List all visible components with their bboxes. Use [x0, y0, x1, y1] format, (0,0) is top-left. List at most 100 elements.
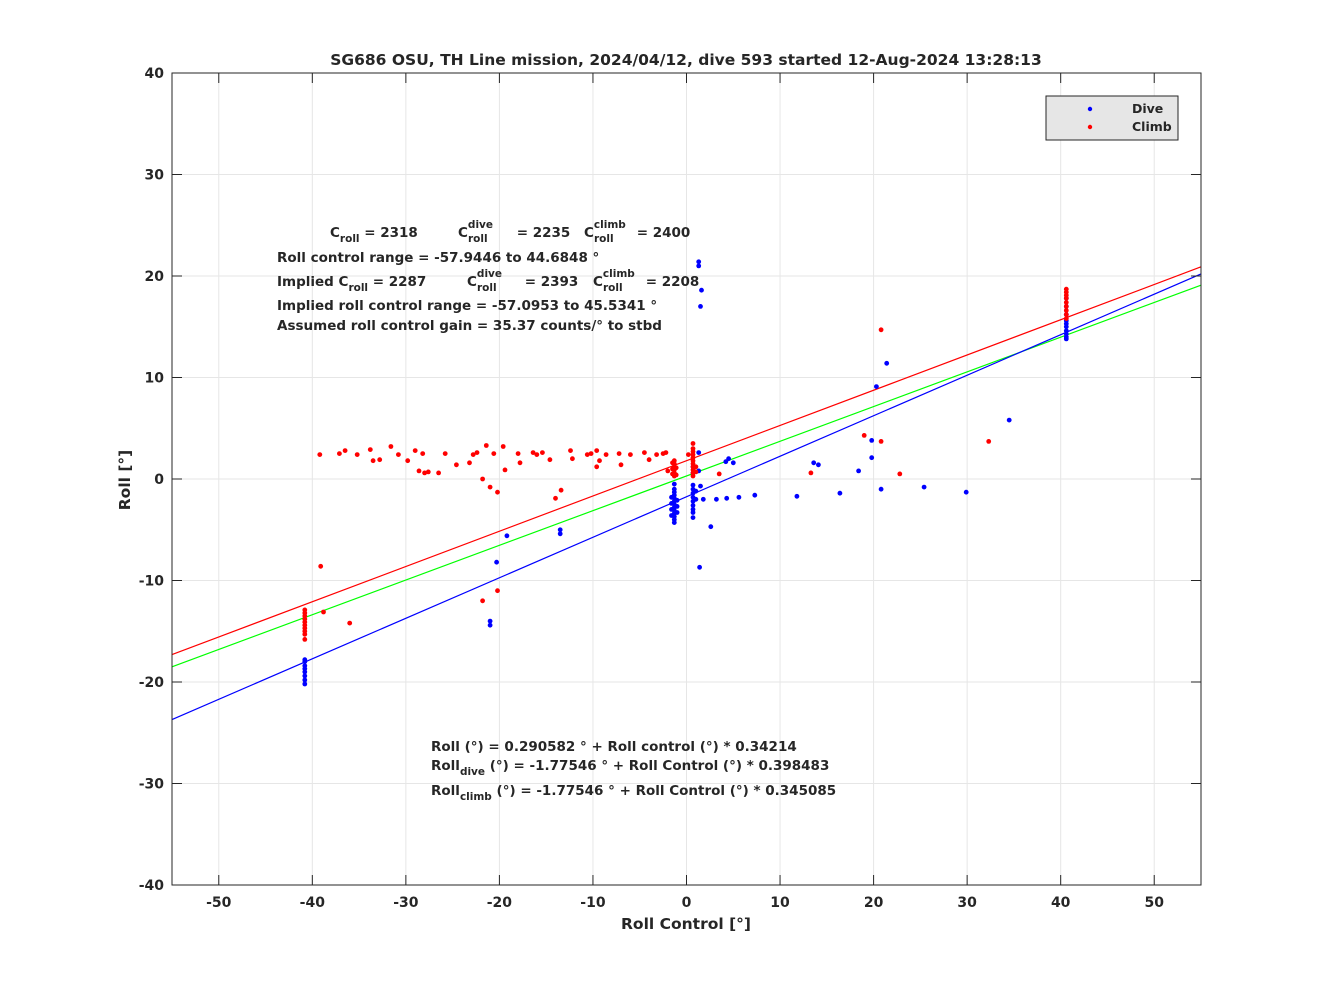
climb-point — [808, 470, 814, 476]
dive-point — [696, 450, 702, 455]
dive-point — [671, 520, 677, 525]
climb-point — [487, 484, 493, 490]
dive-point — [816, 462, 821, 468]
dive-point — [869, 438, 875, 443]
climb-point — [412, 448, 418, 453]
dive-point — [494, 559, 499, 565]
dive-point — [697, 564, 702, 570]
climb-point — [470, 452, 476, 457]
y-tick-label: -40 — [139, 878, 165, 894]
legend: Dive Climb — [1045, 95, 1179, 141]
climb-point — [588, 451, 594, 456]
legend-dive-marker — [1087, 106, 1093, 112]
climb-point — [618, 462, 624, 468]
climb-point — [670, 466, 675, 472]
dive-point — [669, 501, 674, 506]
dive-point — [671, 481, 677, 487]
climb-point — [665, 468, 671, 474]
climb-point — [553, 495, 558, 501]
x-tick-label: 10 — [770, 895, 790, 911]
fit-line — [171, 273, 1202, 721]
x-tick-label: -20 — [487, 895, 513, 911]
dive-point — [752, 492, 758, 498]
dive-point — [811, 460, 817, 466]
dive-point — [690, 510, 696, 515]
legend-box — [1045, 95, 1179, 141]
dive-point — [674, 497, 680, 503]
dive-point — [557, 531, 563, 537]
y-tick-label: 10 — [145, 371, 165, 387]
x-tick-label: 0 — [682, 895, 692, 911]
dive-point — [690, 503, 696, 508]
annotation-line-2: Roll control range = -57.9446 to 44.6848… — [277, 250, 599, 266]
dive-point — [963, 489, 969, 495]
dive-point — [878, 486, 884, 492]
chart-title: SG686 OSU, TH Line mission, 2024/04/12, … — [330, 51, 1042, 69]
climb-point — [495, 489, 500, 495]
climb-point — [454, 462, 459, 468]
climb-point — [530, 450, 536, 455]
climb-point — [342, 448, 348, 453]
legend-climb-marker — [1087, 124, 1093, 130]
dive-point — [674, 504, 680, 509]
dive-point — [696, 263, 702, 269]
y-tick-label: 40 — [145, 66, 165, 82]
climb-point — [480, 476, 485, 482]
climb-point — [673, 465, 679, 471]
dive-point — [698, 304, 703, 309]
equation-roll-dive: Rolldive (°) = -1.77546 ° + Roll Control… — [431, 758, 829, 778]
climb-point — [467, 460, 472, 466]
climb-point — [500, 444, 506, 449]
climb-point — [422, 470, 427, 476]
dive-point — [700, 496, 706, 502]
climb-point — [474, 450, 480, 455]
climb-point — [646, 457, 652, 463]
y-tick-label: 30 — [145, 168, 165, 184]
dive-point — [690, 482, 696, 488]
dive-point — [302, 681, 308, 687]
x-tick-label: 40 — [1051, 895, 1071, 911]
climb-point — [663, 450, 669, 455]
dive-point — [693, 488, 699, 494]
dive-point — [726, 456, 731, 462]
climb-point — [1063, 308, 1069, 313]
climb-point — [861, 433, 867, 438]
y-tick-label: 20 — [145, 269, 165, 285]
climb-point — [584, 452, 590, 457]
climb-point — [690, 441, 696, 446]
climb-point — [337, 451, 342, 456]
dive-point — [302, 659, 308, 665]
x-axis-label: Roll Control [°] — [621, 915, 751, 933]
climb-point — [420, 451, 426, 456]
dive-point — [1006, 417, 1012, 423]
climb-point — [986, 439, 992, 444]
dive-point — [874, 384, 879, 389]
y-tick-label: 0 — [154, 472, 164, 488]
annotation-coefficients: Croll = 2318 Cdive roll = 2235 Cclimb roll… — [277, 219, 699, 334]
dive-point — [696, 259, 702, 265]
dive-point — [557, 527, 563, 533]
annotation-equations: Roll (°) = 0.290582 ° + Roll control (°)… — [431, 739, 836, 803]
climb-point — [558, 487, 564, 493]
annotation-line-4: Implied roll control range = -57.0953 to… — [277, 298, 657, 314]
climb-point — [1063, 312, 1069, 317]
climb-point — [1063, 304, 1069, 309]
y-tick-label: -20 — [139, 675, 165, 691]
dive-point — [708, 524, 714, 530]
x-tick-label: -40 — [300, 895, 326, 911]
climb-point — [347, 620, 353, 626]
dive-point — [794, 493, 800, 499]
climb-point — [425, 469, 431, 475]
dive-point — [504, 533, 510, 539]
climb-point — [302, 637, 308, 642]
annotation-line-5: Assumed roll control gain = 35.37 counts… — [277, 318, 662, 334]
dive-point — [884, 360, 890, 366]
climb-point — [670, 471, 675, 477]
climb-point — [396, 452, 401, 457]
x-tick-label: 20 — [864, 895, 884, 911]
climb-point — [1063, 300, 1069, 305]
dive-point — [1063, 328, 1069, 334]
dive-point — [487, 622, 493, 628]
climb-point — [321, 609, 326, 615]
x-tick-label: -10 — [580, 895, 606, 911]
